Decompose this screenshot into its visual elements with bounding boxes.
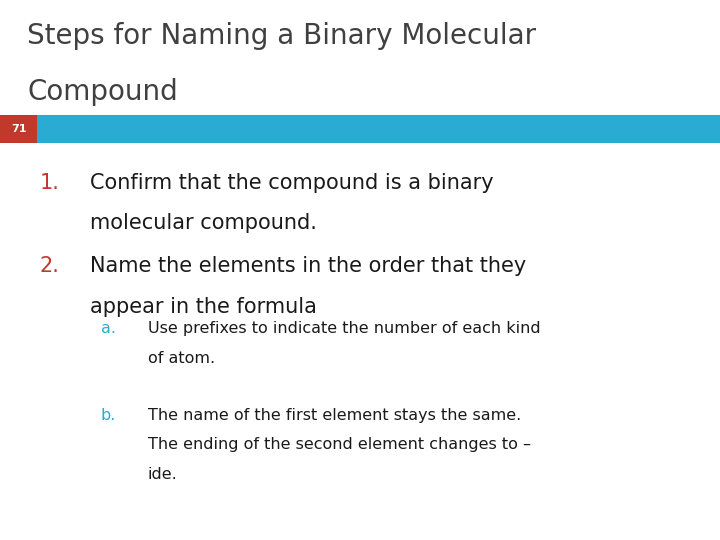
Text: a.: a. xyxy=(101,321,116,336)
Text: Name the elements in the order that they: Name the elements in the order that they xyxy=(90,256,526,276)
Text: molecular compound.: molecular compound. xyxy=(90,213,317,233)
Text: 2.: 2. xyxy=(40,256,60,276)
Text: 71: 71 xyxy=(11,124,27,134)
Text: Steps for Naming a Binary Molecular: Steps for Naming a Binary Molecular xyxy=(27,22,536,50)
Text: The name of the first element stays the same.: The name of the first element stays the … xyxy=(148,408,521,423)
Text: b.: b. xyxy=(101,408,116,423)
Text: Confirm that the compound is a binary: Confirm that the compound is a binary xyxy=(90,173,494,193)
Text: of atom.: of atom. xyxy=(148,351,215,366)
Text: The ending of the second element changes to –: The ending of the second element changes… xyxy=(148,437,531,453)
Text: Use prefixes to indicate the number of each kind: Use prefixes to indicate the number of e… xyxy=(148,321,540,336)
FancyBboxPatch shape xyxy=(0,115,720,143)
Text: Compound: Compound xyxy=(27,78,178,106)
Text: ide.: ide. xyxy=(148,467,177,482)
Text: 1.: 1. xyxy=(40,173,60,193)
FancyBboxPatch shape xyxy=(0,115,37,143)
Text: appear in the formula: appear in the formula xyxy=(90,297,317,317)
